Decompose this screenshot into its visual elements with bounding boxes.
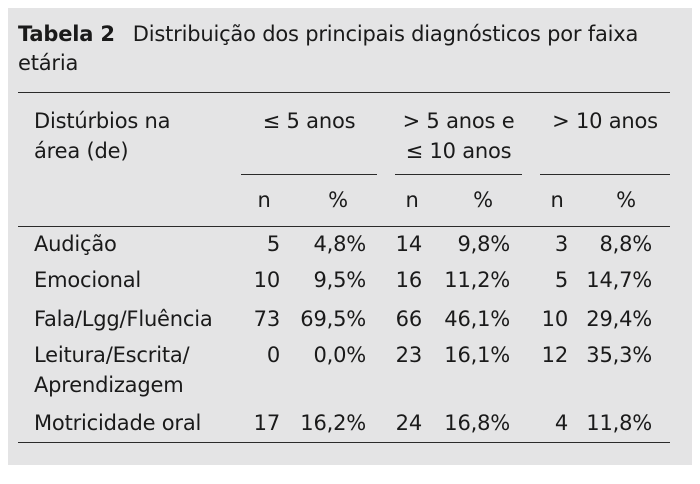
table-panel <box>8 8 692 465</box>
group-header-1: ≤ 5 anos <box>262 109 356 133</box>
group-header-2: > 5 anos e ≤ 10 anos <box>402 109 515 163</box>
cell-pct: 0,0% <box>313 343 366 367</box>
row-label: Fala/Lgg/Fluência <box>34 307 213 331</box>
subheader-pct-2: % <box>473 188 493 212</box>
table-title: Distribuição dos principais diagnósticos… <box>18 22 639 75</box>
cell-pct: 4,8% <box>313 232 366 256</box>
cell-n: 17 <box>253 411 281 435</box>
cell-n: 24 <box>395 411 423 435</box>
cell-n: 73 <box>253 307 281 331</box>
subheader-n-3: n <box>550 188 564 212</box>
cell-n: 4 <box>554 411 568 435</box>
row-label: Emocional <box>34 268 142 292</box>
cell-pct: 9,5% <box>313 268 366 292</box>
cell-n: 5 <box>266 232 280 256</box>
cell-pct: 46,1% <box>444 307 510 331</box>
cell-n: 16 <box>395 268 423 292</box>
cell-n: 66 <box>395 307 423 331</box>
cell-pct: 35,3% <box>586 343 652 367</box>
cell-pct: 9,8% <box>457 232 510 256</box>
cell-n: 23 <box>395 343 423 367</box>
cell-n: 14 <box>395 232 423 256</box>
row-header-label: Distúrbios na área (de) <box>34 109 171 163</box>
cell-n: 12 <box>541 343 569 367</box>
subheader-n-2: n <box>405 188 419 212</box>
cell-pct: 16,2% <box>300 411 366 435</box>
cell-n: 10 <box>253 268 281 292</box>
row-label: Leitura/Escrita/ Aprendizagem <box>34 343 190 397</box>
cell-pct: 11,8% <box>586 411 652 435</box>
cell-pct: 16,1% <box>444 343 510 367</box>
cell-pct: 29,4% <box>586 307 652 331</box>
group-rule-3 <box>540 174 670 175</box>
subheader-n-1: n <box>257 188 271 212</box>
table-number: Tabela 2 <box>18 22 115 46</box>
group-rule-1 <box>241 174 377 175</box>
bottom-rule <box>18 442 670 443</box>
cell-n: 3 <box>554 232 568 256</box>
group-rule-2 <box>395 174 522 175</box>
group-header-3: > 10 anos <box>552 109 658 133</box>
header-rule <box>18 226 670 227</box>
cell-n: 10 <box>541 307 569 331</box>
subheader-pct-1: % <box>328 188 348 212</box>
cell-pct: 16,8% <box>444 411 510 435</box>
cell-n: 0 <box>266 343 280 367</box>
cell-pct: 8,8% <box>599 232 652 256</box>
cell-pct: 11,2% <box>444 268 510 292</box>
row-label: Audição <box>34 232 117 256</box>
row-label: Motricidade oral <box>34 411 202 435</box>
cell-n: 5 <box>554 268 568 292</box>
cell-pct: 69,5% <box>300 307 366 331</box>
subheader-pct-3: % <box>616 188 636 212</box>
top-rule <box>18 92 670 93</box>
table-caption: Tabela 2 Distribuição dos principais diag… <box>18 20 678 78</box>
cell-pct: 14,7% <box>586 268 652 292</box>
